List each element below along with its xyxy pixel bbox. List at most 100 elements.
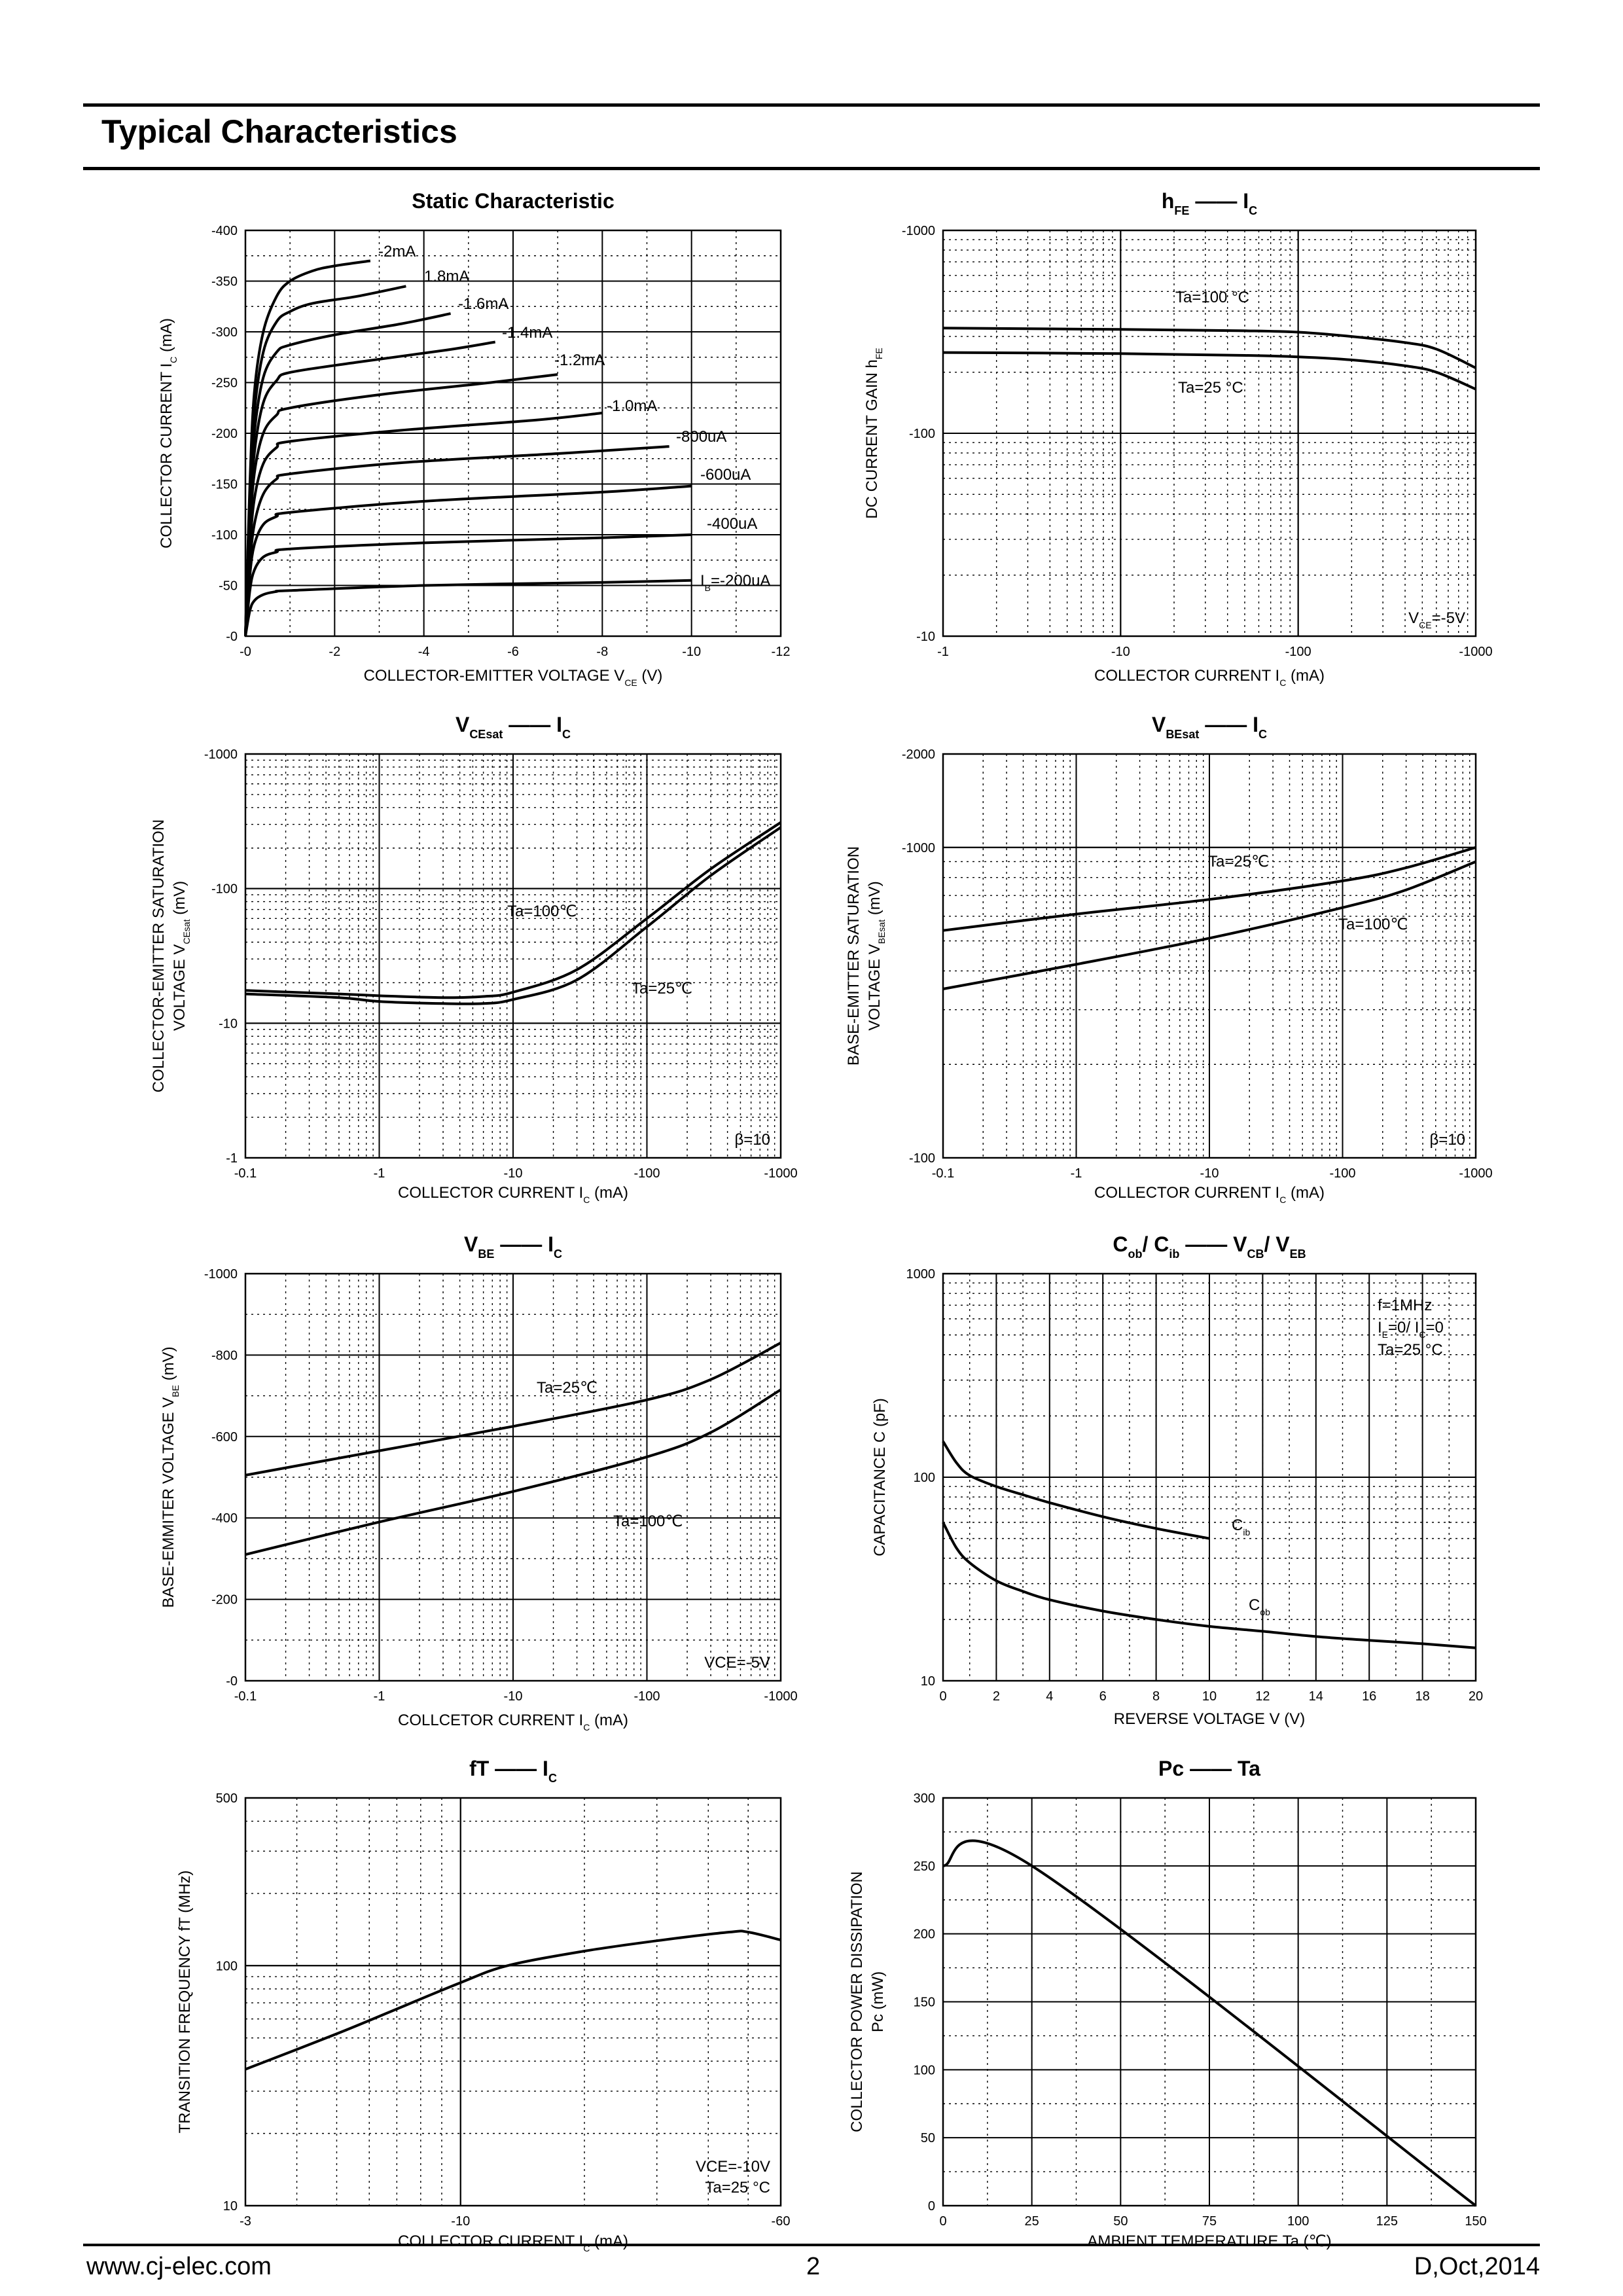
x-tick-label: 100: [1287, 2214, 1309, 2229]
y-tick-label: -400: [211, 1511, 238, 1526]
y-tick-label: 500: [216, 1791, 238, 1806]
x-tick-label: -100: [1285, 645, 1311, 659]
x-tick-label: -12: [772, 645, 791, 659]
curve-annotation: Ta=100℃: [613, 1513, 683, 1530]
y-axis-label: COLLECTOR CURRENT IC (mA): [158, 318, 179, 548]
y-axis-label: COLLECTOR POWER DISSIPATION: [848, 1871, 866, 2132]
plot-frame: [244, 753, 782, 1159]
y-tick-label: 300: [914, 1791, 935, 1806]
x-tick-label: -10: [504, 1166, 523, 1181]
series-label: -600uA: [700, 466, 751, 484]
chart-vbesat: -0.1 -1 -10 -100 -1000 -100 -1000 -2000 VBEsat —…: [845, 713, 1493, 1205]
x-tick-label: -1: [1071, 1166, 1082, 1181]
y-tick-label: -100: [211, 528, 238, 543]
chart-title: VBE —— IC: [464, 1232, 562, 1261]
condition-note: β=10: [734, 1131, 770, 1149]
plot-frame: [244, 1797, 782, 2207]
series-line-8: [244, 484, 692, 637]
curve-annotation: Ta=25℃: [537, 1379, 597, 1397]
x-tick-label: 125: [1376, 2214, 1398, 2229]
y-tick-label: 100: [914, 1471, 935, 1485]
y-axis-label: BASE-EMMITER VOLTAGE VBE (mV): [160, 1346, 181, 1607]
y-tick-label: 10: [921, 1674, 935, 1689]
series-line-1: [942, 846, 1476, 932]
y-tick-label: 1000: [906, 1267, 936, 1282]
x-axis-label: COLLECTOR CURRENT IC (mA): [1094, 1184, 1325, 1205]
plot-frame: [942, 753, 1477, 1159]
y-tick-label: -10: [916, 630, 935, 644]
chart-title: Pc —— Ta: [1158, 1757, 1260, 1780]
x-tick-label: -6: [507, 645, 519, 659]
chart-pc: 0 25 50 75 100 125 150 0 50 100 150 200 250 300 Pc —— …: [848, 1757, 1487, 2250]
plot-frame: [244, 229, 782, 637]
x-tick-label: -0.1: [234, 1166, 257, 1181]
y-tick-label: 50: [921, 2131, 935, 2145]
series-label: -1.2mA: [554, 351, 605, 369]
x-tick-label: -1000: [764, 1689, 797, 1704]
chart-title: hFE —— IC: [1162, 189, 1257, 217]
x-tick-label: -8: [596, 645, 608, 659]
condition-note: VCE=-10V: [696, 2158, 770, 2176]
x-axis-label: COLLECTOR CURRENT IC (mA): [398, 2233, 628, 2253]
series-line-7: [244, 445, 669, 637]
x-tick-label: -1: [374, 1166, 385, 1181]
x-tick-label: -1000: [764, 1166, 797, 1181]
chart-title: VCEsat —— IC: [455, 713, 571, 741]
x-tick-label: 18: [1415, 1689, 1429, 1704]
x-tick-label: 14: [1309, 1689, 1323, 1704]
x-axis-label: COLLECTOR CURRENT IC (mA): [1094, 667, 1325, 688]
curve-annotation: Ta=100 °C: [1175, 289, 1249, 306]
y-tick-label: -150: [211, 478, 238, 492]
y-tick-label: 250: [914, 1859, 935, 1874]
x-tick-label: 50: [1113, 2214, 1128, 2229]
curve-annotation: Ta=25 °C: [1178, 379, 1243, 397]
y-tick-label: -300: [211, 325, 238, 340]
y-tick-label: -1000: [902, 224, 935, 238]
y-tick-label: -0: [226, 630, 238, 644]
y-axis-label: BASE-EMITTER SATURATION: [845, 846, 863, 1066]
x-axis-label: AMBIENT TEMPERATURE Ta (℃): [1087, 2233, 1331, 2250]
series-line-1: [245, 821, 782, 999]
x-tick-label: -1000: [1459, 1166, 1492, 1181]
chart-ft: -3 -10 -60 10 100 500 fT —— IC COLLECTOR CURREN…: [176, 1757, 790, 2253]
x-axis-label: COLLCETOR CURRENT IC (mA): [398, 1712, 628, 1732]
plot-frame: [942, 1272, 1477, 1682]
chart-cap: 0 2 4 6 8 10 12 14 16 18 20 10 100 1000 Cob/ Cib —— VC…: [871, 1232, 1483, 1728]
series-label: 1.8mA: [424, 268, 469, 285]
series-line-2: [245, 1388, 782, 1556]
y-tick-label: 10: [223, 2199, 238, 2214]
y-tick-label: -800: [211, 1348, 238, 1363]
series-line-6: [244, 412, 603, 637]
curve-annotation: Ta=100℃: [1338, 916, 1408, 933]
x-axis-label: COLLECTOR-EMITTER VOLTAGE VCE (V): [364, 667, 663, 688]
condition-note: VCE=-5V: [1408, 609, 1465, 630]
series-line-2: [942, 860, 1476, 990]
x-tick-label: 0: [939, 2214, 946, 2229]
series-label: -2mA: [378, 243, 416, 260]
x-tick-label: 8: [1152, 1689, 1160, 1704]
y-axis-label-line2: Pc (mW): [869, 1971, 887, 2032]
series-line-1: [942, 327, 1476, 369]
series-line-1: [245, 1341, 781, 1477]
y-tick-label: -400: [211, 224, 238, 238]
x-tick-label: -0.1: [234, 1689, 257, 1704]
series-line-2: [942, 351, 1476, 391]
y-tick-label: 100: [216, 1959, 238, 1973]
plot-frame: [942, 229, 1477, 637]
y-tick-label: -250: [211, 376, 238, 391]
series-line-1: [942, 1441, 1210, 1540]
y-tick-label: -50: [219, 579, 238, 594]
x-tick-label: -0.1: [932, 1166, 954, 1181]
y-tick-label: -600: [211, 1430, 238, 1444]
x-tick-label: 2: [993, 1689, 1000, 1704]
series-line-2: [942, 1522, 1476, 1649]
condition-note: Ta=25 °C: [705, 2179, 770, 2197]
footer-rule: [83, 2244, 1540, 2246]
x-tick-label: -10: [451, 2214, 470, 2229]
x-tick-label: 10: [1202, 1689, 1217, 1704]
series-line-9: [244, 533, 692, 637]
footer-url[interactable]: www.cj-elec.com: [86, 2253, 272, 2280]
x-tick-label: -0: [240, 645, 251, 659]
